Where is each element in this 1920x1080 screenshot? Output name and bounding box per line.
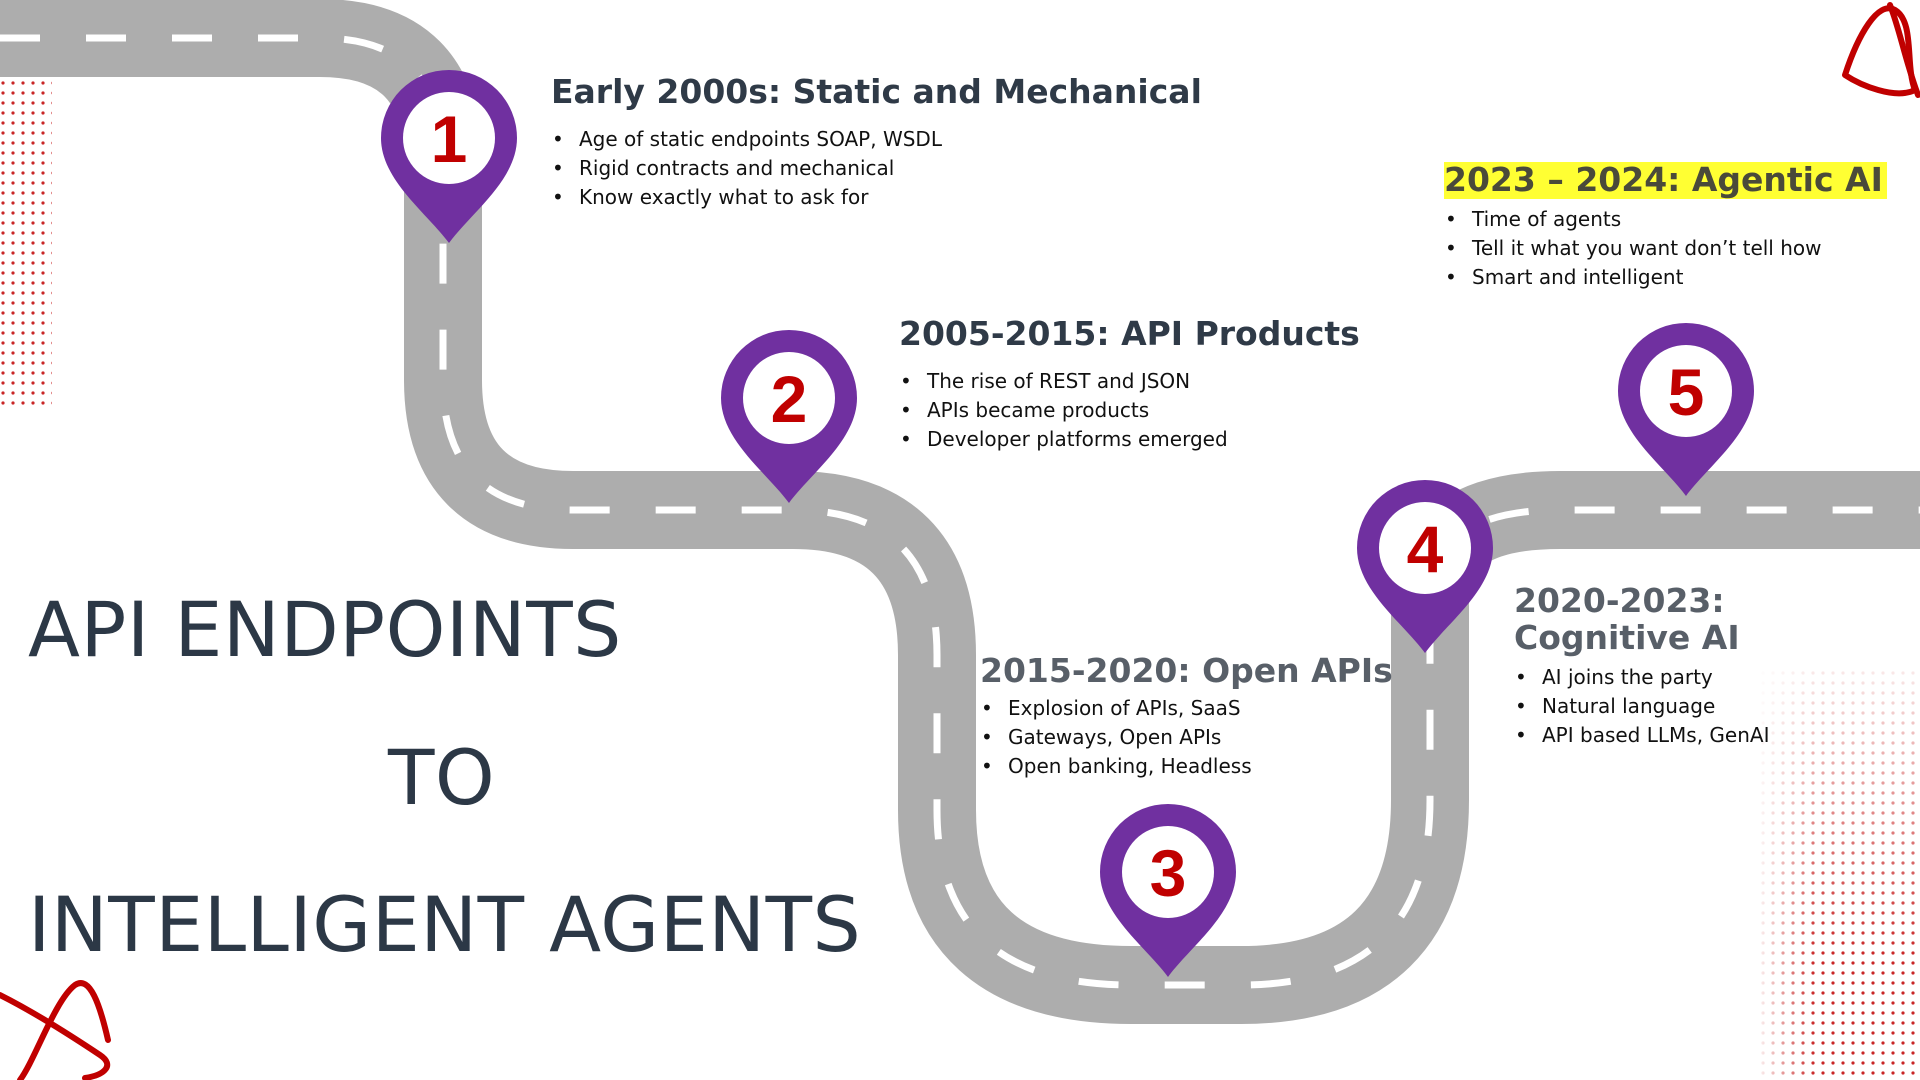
map-pin-icon: 4 (1357, 480, 1493, 653)
pin-number-5: 5 (1668, 355, 1705, 429)
map-pin-icon: 5 (1618, 323, 1754, 496)
milestone-heading: 2005-2015: API Products (899, 314, 1360, 353)
map-pin-icon: 1 (381, 70, 517, 243)
milestone-bullets: Time of agents Tell it what you want don… (1444, 205, 1887, 292)
pin-number-3: 3 (1150, 836, 1187, 910)
bullet-item: Developer platforms emerged (900, 425, 1360, 454)
highlighted-heading: 2023 – 2024: Agentic AI (1444, 161, 1887, 199)
bullet-item: Tell it what you want don’t tell how (1445, 234, 1887, 263)
map-pin-icon: 2 (721, 330, 857, 503)
milestone-bullets: Explosion of APIs, SaaS Gateways, Open A… (980, 694, 1393, 781)
pin-number-2: 2 (771, 362, 808, 436)
bullet-item: Time of agents (1445, 205, 1887, 234)
title-line-1: API ENDPOINTS (28, 585, 622, 674)
bullet-item: AI joins the party (1515, 663, 1769, 692)
bullet-item: Rigid contracts and mechanical (552, 154, 1202, 183)
milestone-bullets: AI joins the party Natural language API … (1514, 663, 1770, 750)
bullet-item: Natural language (1515, 692, 1769, 721)
dot-pattern-decoration (0, 75, 1920, 1080)
milestone-5: 2023 – 2024: Agentic AI Time of agents T… (1444, 161, 1887, 292)
bullet-item: APIs became products (900, 396, 1360, 425)
milestone-4: 2020-2023: Cognitive AI AI joins the par… (1514, 581, 1770, 750)
milestone-2: 2005-2015: API Products The rise of REST… (899, 314, 1360, 454)
bullet-item: Open banking, Headless (981, 752, 1393, 781)
bullet-item: Know exactly what to ask for (552, 183, 1202, 212)
milestone-heading: 2023 – 2024: Agentic AI (1444, 161, 1887, 199)
milestone-3: 2015-2020: Open APIs Explosion of APIs, … (980, 651, 1393, 781)
milestone-bullets: Age of static endpoints SOAP, WSDL Rigid… (551, 125, 1202, 212)
bullet-item: Smart and intelligent (1445, 263, 1887, 292)
title-line-3: INTELLIGENT AGENTS (28, 880, 862, 969)
map-pin-icon: 3 (1100, 804, 1236, 977)
milestone-1: Early 2000s: Static and Mechanical Age o… (551, 72, 1202, 212)
bullet-item: The rise of REST and JSON (900, 367, 1360, 396)
milestone-bullets: The rise of REST and JSON APIs became pr… (899, 367, 1360, 454)
pin-number-4: 4 (1407, 512, 1444, 586)
milestone-heading-line1: 2020-2023: (1514, 581, 1725, 620)
road (0, 0, 1920, 1024)
milestone-heading: Early 2000s: Static and Mechanical (551, 72, 1202, 111)
pin-number-1: 1 (431, 102, 468, 176)
milestone-heading-line2: Cognitive AI (1514, 617, 1740, 657)
bullet-item: API based LLMs, GenAI (1515, 721, 1770, 750)
milestone-heading: 2015-2020: Open APIs (980, 651, 1393, 690)
title-line-2: TO (388, 733, 496, 822)
bullet-item: Gateways, Open APIs (981, 723, 1393, 752)
milestone-heading: 2020-2023: Cognitive AI (1514, 581, 1769, 657)
bullet-item: Explosion of APIs, SaaS (981, 694, 1393, 723)
bullet-item: Age of static endpoints SOAP, WSDL (552, 125, 1202, 154)
